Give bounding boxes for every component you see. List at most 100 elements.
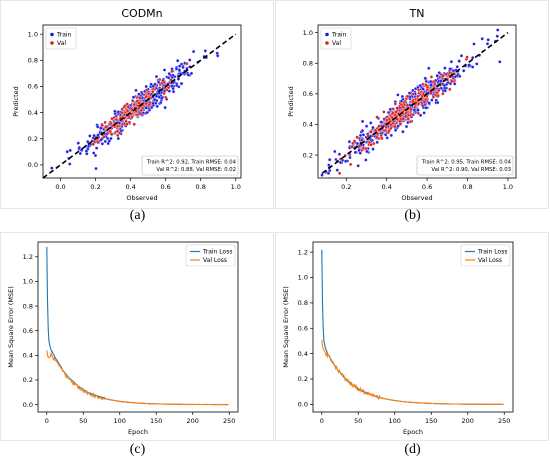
val-point bbox=[411, 92, 415, 96]
metrics-box bbox=[416, 155, 514, 176]
val-point bbox=[380, 136, 384, 141]
val-point bbox=[406, 113, 411, 117]
val-point bbox=[130, 115, 134, 120]
train-point bbox=[92, 133, 96, 138]
y-tick-label: 0.6 bbox=[23, 327, 33, 335]
val-point bbox=[416, 94, 420, 99]
x-tick-label: 0.6 bbox=[422, 183, 432, 191]
train-point bbox=[424, 106, 428, 110]
train-point bbox=[371, 147, 375, 151]
panel-b: TN 0.2 0.4 0.6 0.8 1.0 0.2 0.4 0.6 0.8 1.0 Observed… bbox=[275, 0, 550, 231]
train-point bbox=[176, 77, 181, 81]
val-point bbox=[348, 162, 353, 167]
train-point bbox=[371, 125, 375, 130]
train-point bbox=[134, 88, 138, 93]
train-point bbox=[171, 89, 176, 94]
x-tick-label: 200 bbox=[462, 417, 474, 425]
train-point bbox=[411, 88, 415, 93]
val-point bbox=[408, 119, 413, 124]
val-point bbox=[137, 101, 141, 105]
val-point bbox=[109, 132, 114, 136]
legend-box bbox=[185, 244, 236, 267]
val-point bbox=[96, 140, 100, 145]
train-point bbox=[109, 136, 113, 141]
train-point bbox=[106, 141, 110, 146]
train-point bbox=[116, 110, 121, 114]
train-point bbox=[435, 73, 439, 78]
train-point bbox=[421, 87, 425, 91]
train-point bbox=[418, 113, 423, 118]
val-point bbox=[398, 119, 402, 124]
train-point bbox=[470, 55, 475, 60]
val-point bbox=[400, 105, 405, 109]
val-point bbox=[405, 94, 410, 99]
train-point bbox=[78, 151, 83, 156]
train-point bbox=[191, 49, 196, 54]
train-point bbox=[170, 84, 174, 88]
train-point bbox=[333, 149, 337, 154]
train-point bbox=[153, 97, 157, 102]
val-point bbox=[163, 95, 168, 100]
y-tick-label: 0.4 bbox=[23, 352, 33, 360]
metrics-text: Train R^2: 0.95, Train RMSE: 0.04 bbox=[421, 160, 512, 166]
val-point bbox=[352, 139, 357, 143]
y-tick-label: 0.4 bbox=[28, 109, 38, 117]
val-point bbox=[169, 78, 173, 82]
val-point bbox=[406, 117, 411, 121]
plot-frame bbox=[42, 24, 242, 179]
val-point bbox=[388, 122, 393, 127]
val-point bbox=[162, 91, 166, 96]
train-point bbox=[449, 59, 454, 64]
val-point bbox=[91, 142, 95, 147]
train-point bbox=[171, 73, 175, 77]
val-point bbox=[117, 131, 122, 135]
train-point bbox=[435, 100, 440, 105]
val-point bbox=[379, 133, 383, 138]
y-tick-label: 0.8 bbox=[298, 299, 308, 307]
train-point bbox=[416, 108, 420, 112]
train-point bbox=[166, 76, 171, 80]
train-point bbox=[457, 59, 461, 63]
y-axis-label: Predicted bbox=[287, 86, 295, 117]
val-point bbox=[367, 140, 372, 145]
val-point bbox=[421, 92, 426, 96]
val-point bbox=[411, 99, 415, 104]
train-point bbox=[430, 98, 434, 102]
legend-marker bbox=[325, 32, 329, 37]
x-tick-label: 250 bbox=[498, 417, 510, 425]
panel-d: 0 50 100 150 200 250 0.0 0.2 0.4 0.6 0.8 1.0 1.2 Epoc… bbox=[275, 232, 550, 463]
val-point bbox=[390, 115, 394, 120]
train-point bbox=[116, 136, 121, 141]
y-tick-label: 0.8 bbox=[23, 302, 33, 310]
train-point bbox=[365, 149, 369, 154]
val-point bbox=[137, 106, 141, 110]
val-point bbox=[416, 88, 421, 92]
train-point bbox=[181, 65, 185, 70]
val-point bbox=[398, 105, 402, 110]
train-point bbox=[167, 71, 171, 76]
caption-b: (b) bbox=[404, 208, 421, 223]
train-point bbox=[337, 152, 342, 156]
val-point bbox=[351, 141, 355, 146]
train-point bbox=[326, 171, 331, 176]
chart-loss-c: 0 50 100 150 200 250 0.0 0.2 0.4 0.6 0.8 1.0 1.2 Epoc… bbox=[0, 232, 274, 441]
plot-frame bbox=[37, 241, 239, 413]
val-point bbox=[387, 129, 391, 133]
train-point bbox=[203, 49, 208, 53]
train-point bbox=[91, 151, 96, 155]
val-point bbox=[369, 143, 373, 147]
val-point bbox=[166, 85, 171, 90]
val-point bbox=[433, 93, 438, 97]
x-tick-label: 0.4 bbox=[382, 183, 392, 191]
y-tick-label: 1.0 bbox=[28, 30, 38, 38]
val-point bbox=[391, 107, 396, 111]
train-point bbox=[412, 108, 417, 112]
train-point bbox=[88, 134, 92, 138]
val-point bbox=[390, 111, 395, 115]
y-tick-label: 1.0 bbox=[23, 278, 33, 286]
train-point bbox=[427, 66, 431, 71]
y-tick-label: 0.2 bbox=[23, 376, 33, 384]
y-tick-label: 1.0 bbox=[303, 29, 313, 37]
val-point bbox=[129, 107, 134, 112]
x-tick-label: 1.0 bbox=[503, 183, 513, 191]
